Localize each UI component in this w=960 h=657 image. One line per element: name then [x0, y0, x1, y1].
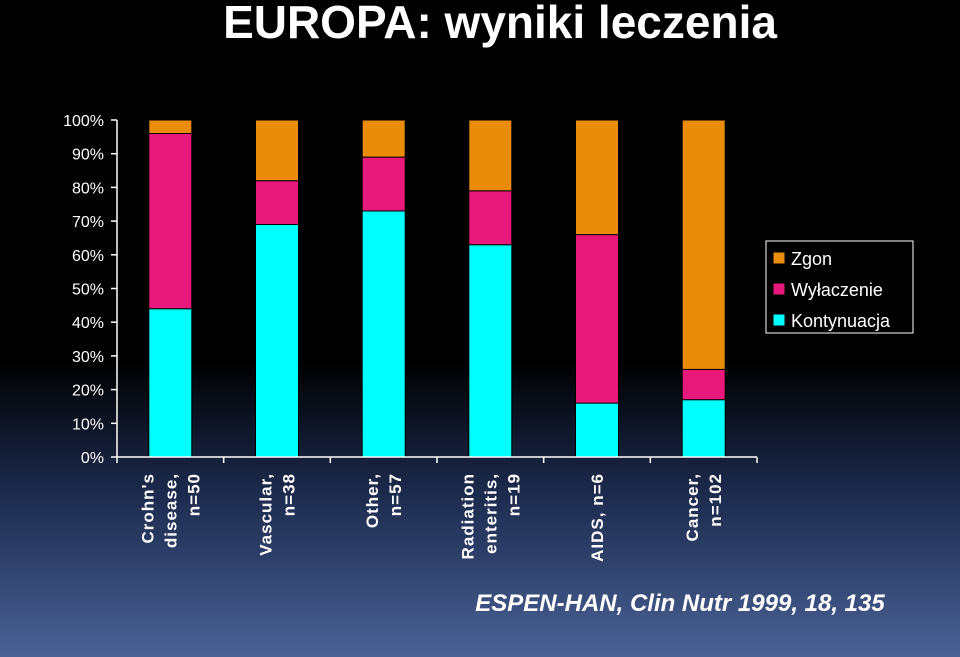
legend-swatch-kontynuacja — [772, 313, 786, 327]
x-category-label: n=57 — [386, 473, 405, 516]
y-tick-label: 30% — [72, 349, 104, 366]
bar-segment-zgon-2 — [361, 119, 406, 158]
y-tick-label: 60% — [72, 248, 104, 265]
y-tick-label: 50% — [72, 282, 104, 299]
y-tick-label: 10% — [72, 416, 104, 433]
x-category-label: Other, — [363, 473, 382, 528]
bar-segment-kontynuacja-3 — [468, 244, 513, 458]
x-category-label: AIDS, n=6 — [588, 473, 607, 562]
slide-title: EUROPA: wyniki leczenia — [223, 0, 777, 48]
bar-segment-zgon-0 — [148, 119, 193, 134]
bar-segment-kontynuacja-1 — [255, 224, 299, 458]
bar-segment-kontynuacja-0 — [148, 308, 193, 458]
x-category-label: n=50 — [184, 473, 203, 516]
bar-segment-zgon-4 — [575, 119, 619, 236]
x-category-label: Radiation — [458, 473, 477, 559]
y-tick-label: 90% — [72, 147, 104, 164]
y-tick-label: 20% — [72, 383, 104, 400]
legend-label: Wyłaczenie — [791, 280, 883, 300]
bar-segment-zgon-3 — [468, 119, 513, 192]
x-category-label: n=102 — [706, 473, 725, 527]
legend-label: Zgon — [791, 249, 832, 269]
bar-segment-wyłaczenie-3 — [468, 190, 513, 246]
y-tick-label: 40% — [72, 315, 104, 332]
x-category-label: enteritis, — [481, 473, 500, 554]
bar-segment-wyłaczenie-0 — [148, 133, 193, 310]
x-category-label: Cancer, — [683, 473, 702, 541]
bar-segment-kontynuacja-5 — [681, 399, 726, 458]
y-tick-label: 80% — [72, 180, 104, 197]
y-tick-label: 0% — [81, 450, 104, 467]
legend-box — [765, 240, 914, 334]
y-axis-ticks: 0% 10% 20% 30% 40% 50% 60% 70% 80% 90% 100% — [63, 113, 117, 467]
bar-segment-zgon-1 — [255, 119, 299, 182]
axes — [116, 120, 758, 463]
x-category-label: disease, — [161, 473, 180, 548]
bar-segment-wyłaczenie-5 — [681, 368, 726, 401]
x-category-label: n=38 — [280, 473, 299, 516]
bar-group — [148, 119, 726, 458]
x-category-label: Crohn's — [138, 473, 157, 544]
x-category-label: Vascular, — [257, 473, 276, 556]
legend-label: Kontynuacja — [791, 311, 891, 331]
citation: ESPEN-HAN, Clin Nutr 1999, 18, 135 — [475, 590, 885, 617]
bar-segment-kontynuacja-4 — [575, 402, 619, 458]
bar-segment-wyłaczenie-4 — [575, 234, 619, 404]
legend: Zgon Wyłaczenie Kontynuacja — [765, 240, 914, 334]
bar-segment-wyłaczenie-1 — [255, 180, 299, 225]
x-category-label: n=19 — [504, 473, 523, 516]
y-tick-label: 100% — [63, 113, 104, 130]
legend-swatch-wyłaczenie — [772, 282, 786, 296]
bar-segment-zgon-5 — [681, 119, 726, 370]
x-axis-categories: Crohn's disease, n=50 Vascular, n=38 Other, n=… — [138, 473, 725, 562]
legend-swatch-zgon — [772, 251, 786, 265]
bar-segment-kontynuacja-2 — [361, 210, 406, 458]
y-tick-label: 70% — [72, 214, 104, 231]
bar-segment-wyłaczenie-2 — [361, 156, 406, 212]
